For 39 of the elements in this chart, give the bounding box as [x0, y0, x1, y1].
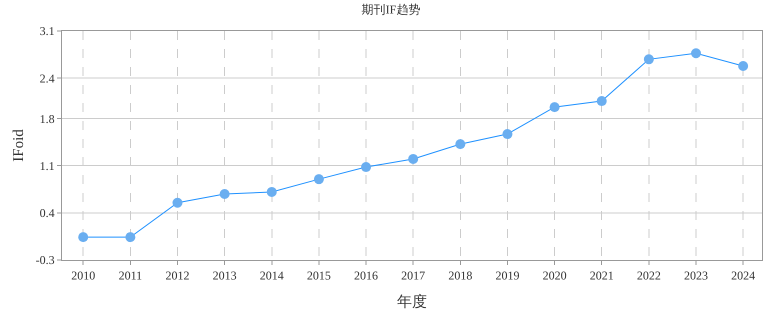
y-tick-label: 0.4 — [40, 206, 55, 220]
y-tick-label: 2.4 — [40, 71, 55, 86]
x-tick-label: 2018 — [448, 268, 472, 282]
point — [125, 232, 136, 242]
x-tick-label: 2024 — [731, 268, 756, 282]
y-tick-label: -0.3 — [36, 253, 55, 268]
x-tick-label: 2014 — [260, 268, 284, 282]
x-tick-label: 2011 — [118, 268, 142, 282]
y-tick-label: 1.1 — [40, 158, 55, 173]
point — [172, 198, 182, 208]
x-tick-label: 2020 — [542, 268, 567, 282]
x-tick-label: 2019 — [495, 268, 520, 282]
point — [361, 162, 372, 172]
point — [691, 48, 702, 58]
y-tick-label: 1.8 — [40, 112, 55, 126]
point — [455, 139, 466, 150]
point — [78, 232, 88, 242]
point — [738, 61, 748, 72]
x-tick-label: 2010 — [71, 268, 96, 282]
point — [550, 102, 560, 112]
chart-title: 期刊IF趋势 — [362, 2, 420, 16]
x-tick-label: 2016 — [354, 268, 378, 282]
y-axis-title: IFoid — [10, 128, 27, 162]
x-tick-label: 2015 — [306, 268, 331, 282]
point — [266, 186, 277, 197]
x-tick-label: 2023 — [684, 268, 708, 282]
point — [220, 188, 230, 199]
x-tick-label: 2012 — [165, 268, 190, 282]
point — [408, 154, 418, 164]
point — [314, 174, 324, 184]
x-tick-label: 2013 — [212, 268, 237, 282]
point — [596, 96, 607, 106]
point — [644, 54, 654, 64]
x-tick-label: 2021 — [590, 268, 614, 282]
y-tick-label: 3.1 — [40, 24, 55, 38]
x-axis-title: 年度 — [397, 293, 427, 310]
point — [502, 129, 512, 140]
x-tick-label: 2017 — [401, 268, 426, 282]
x-tick-label: 2022 — [636, 268, 661, 282]
